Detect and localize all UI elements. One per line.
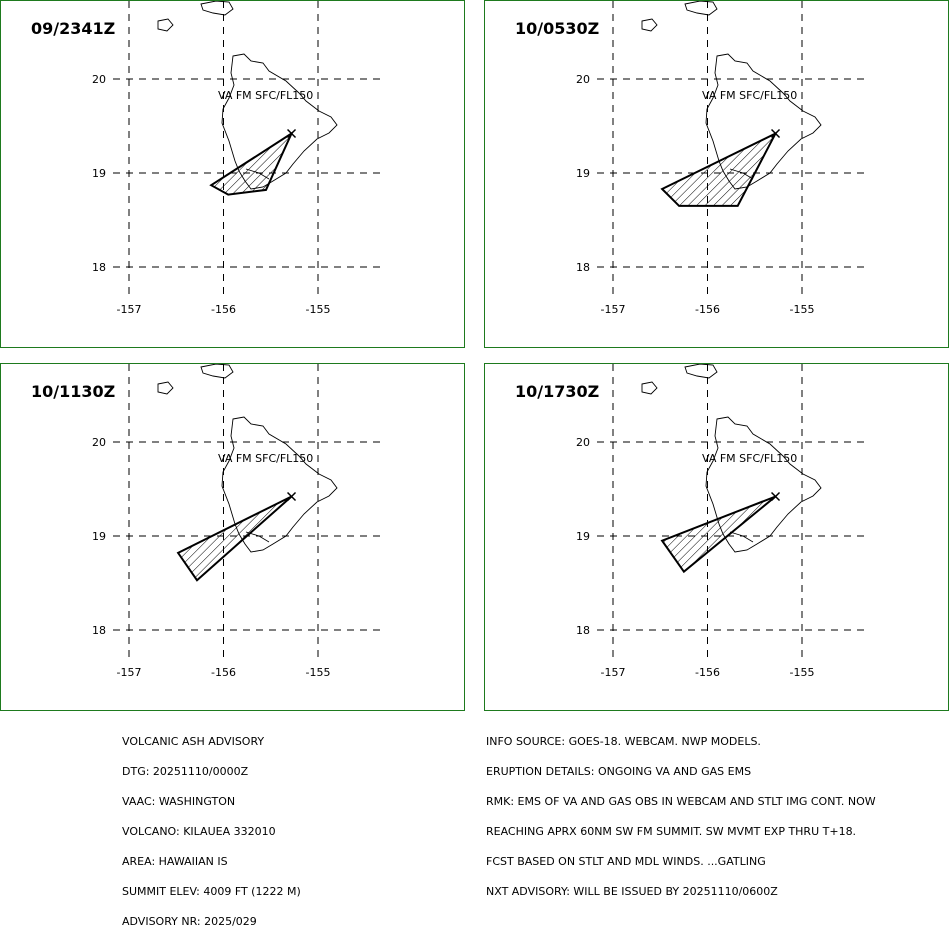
latitude-tick-label: 19 <box>576 530 590 543</box>
longitude-tick-label: -156 <box>695 666 720 679</box>
longitude-tick-label: -157 <box>117 666 142 679</box>
map-canvas: -157 -156 -155 20 19 18 VA FM SFC/FL150 <box>92 364 384 679</box>
advisory-line: DTG: 20251110/0000Z <box>122 765 249 778</box>
map-canvas: -157 -156 -155 20 19 18 VA FM SFC/FL150 <box>576 364 868 679</box>
advisory-line: VOLCANIC ASH ADVISORY <box>122 735 265 748</box>
advisory-line: INFO SOURCE: GOES-18. WEBCAM. NWP MODELS… <box>486 735 761 748</box>
advisory-line: SUMMIT ELEV: 4009 FT (1222 M) <box>122 885 301 898</box>
ash-level-label: VA FM SFC/FL150 <box>702 452 797 465</box>
advisory-line: REACHING APRX 60NM SW FM SUMMIT. SW MVMT… <box>486 825 857 838</box>
latitude-tick-label: 18 <box>92 261 106 274</box>
latitude-tick-label: 20 <box>576 436 590 449</box>
latitude-tick-label: 19 <box>92 167 106 180</box>
longitude-tick-label: -157 <box>601 666 626 679</box>
terrain-line <box>729 531 754 543</box>
big-island-coastline <box>221 53 338 190</box>
longitude-tick-label: -157 <box>117 303 142 316</box>
advisory-header-block: VOLCANIC ASH ADVISORY DTG: 20251110/0000… <box>122 717 301 937</box>
longitude-tick-label: -156 <box>695 303 720 316</box>
advisory-line: FCST BASED ON STLT AND MDL WINDS. ...GAT… <box>486 855 766 868</box>
longitude-tick-label: -156 <box>211 666 236 679</box>
latitude-tick-label: 19 <box>92 530 106 543</box>
ash-plume-polygon <box>209 130 294 196</box>
longitude-tick-label: -155 <box>306 303 331 316</box>
volcano-x-marker-icon <box>287 128 297 139</box>
advisory-line: VOLCANO: KILAUEA 332010 <box>122 825 276 838</box>
latitude-tick-label: 19 <box>576 167 590 180</box>
maui-coastline <box>200 1 234 16</box>
map-panel-3: -157 -156 -155 20 19 18 VA FM SFC/FL150 10/113… <box>0 363 465 711</box>
ash-level-label: VA FM SFC/FL150 <box>218 89 313 102</box>
maui-coastline <box>200 364 234 379</box>
latitude-tick-label: 20 <box>576 73 590 86</box>
kahoolawe-coastline <box>157 381 174 395</box>
ash-plume-polygon <box>660 131 778 207</box>
advisory-line: ERUPTION DETAILS: ONGOING VA AND GAS EMS <box>486 765 752 778</box>
maui-coastline <box>684 1 718 16</box>
latitude-tick-label: 18 <box>576 261 590 274</box>
longitude-tick-label: -156 <box>211 303 236 316</box>
advisory-line: NXT ADVISORY: WILL BE ISSUED BY 20251110… <box>486 885 778 898</box>
longitude-tick-label: -155 <box>790 666 815 679</box>
panel-timestamp: 10/0530Z <box>515 19 600 38</box>
big-island-coastline <box>705 416 822 553</box>
ash-level-label: VA FM SFC/FL150 <box>702 89 797 102</box>
map-panel-2: -157 -156 -155 20 19 18 VA FM SFC/FL150 10/053… <box>484 0 949 348</box>
panel-timestamp: 10/1730Z <box>515 382 600 401</box>
volcano-x-marker-icon <box>771 128 781 139</box>
advisory-line: AREA: HAWAIIAN IS <box>122 855 228 868</box>
kahoolawe-coastline <box>641 381 658 395</box>
advisory-line: ADVISORY NR: 2025/029 <box>122 915 257 928</box>
latitude-tick-label: 20 <box>92 73 106 86</box>
ash-plume-polygon <box>176 495 293 582</box>
longitude-tick-label: -157 <box>601 303 626 316</box>
longitude-tick-label: -155 <box>306 666 331 679</box>
ash-level-label: VA FM SFC/FL150 <box>218 452 313 465</box>
advisory-line: VAAC: WASHINGTON <box>122 795 236 808</box>
volcano-x-marker-icon <box>287 491 297 502</box>
map-canvas: -157 -156 -155 20 19 18 VA FM SFC/FL150 <box>576 1 868 316</box>
panel-timestamp: 09/2341Z <box>31 19 116 38</box>
advisory-details-block: INFO SOURCE: GOES-18. WEBCAM. NWP MODELS… <box>486 717 876 907</box>
maui-coastline <box>684 364 718 379</box>
ash-plume-polygon <box>660 495 777 574</box>
map-canvas: -157 -156 -155 20 19 18 VA FM SFC/FL150 <box>92 1 384 316</box>
latitude-tick-label: 18 <box>92 624 106 637</box>
kahoolawe-coastline <box>157 18 174 32</box>
volcano-x-marker-icon <box>771 491 781 502</box>
map-panel-4: -157 -156 -155 20 19 18 VA FM SFC/FL150 10/173… <box>484 363 949 711</box>
big-island-coastline <box>705 53 822 190</box>
panel-timestamp: 10/1130Z <box>31 382 116 401</box>
longitude-tick-label: -155 <box>790 303 815 316</box>
map-panel-1: -157 -156 -155 20 19 18 VA FM SFC/FL150 09/234… <box>0 0 465 348</box>
latitude-tick-label: 18 <box>576 624 590 637</box>
latitude-tick-label: 20 <box>92 436 106 449</box>
big-island-coastline <box>221 416 338 553</box>
advisory-line: RMK: EMS OF VA AND GAS OBS IN WEBCAM AND… <box>486 795 876 808</box>
kahoolawe-coastline <box>641 18 658 32</box>
